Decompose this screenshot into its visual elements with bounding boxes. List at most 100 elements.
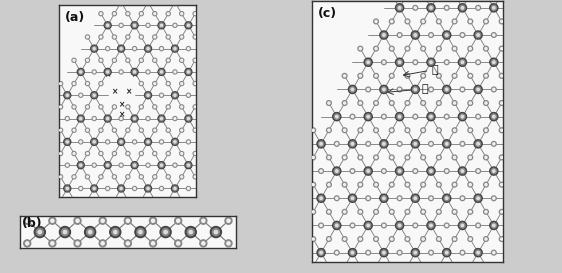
Circle shape	[397, 114, 402, 119]
Circle shape	[398, 252, 401, 254]
Circle shape	[328, 211, 330, 213]
Circle shape	[73, 153, 75, 155]
Circle shape	[414, 224, 416, 227]
Circle shape	[505, 140, 514, 148]
Circle shape	[181, 36, 183, 38]
Circle shape	[180, 175, 184, 179]
Circle shape	[375, 156, 377, 159]
Circle shape	[160, 164, 162, 166]
Circle shape	[166, 105, 170, 109]
Circle shape	[493, 224, 495, 227]
Circle shape	[77, 69, 84, 75]
Circle shape	[119, 23, 123, 27]
Circle shape	[421, 264, 425, 269]
Circle shape	[180, 105, 184, 109]
Circle shape	[365, 114, 371, 119]
Circle shape	[485, 20, 487, 22]
Circle shape	[428, 60, 434, 65]
Circle shape	[174, 188, 176, 189]
Circle shape	[509, 170, 511, 172]
Circle shape	[187, 0, 191, 4]
Circle shape	[365, 60, 371, 65]
Circle shape	[375, 265, 377, 267]
Circle shape	[166, 128, 170, 132]
Circle shape	[154, 106, 156, 108]
Circle shape	[374, 128, 378, 133]
Circle shape	[147, 188, 149, 189]
Circle shape	[173, 70, 177, 74]
Circle shape	[201, 118, 203, 120]
Circle shape	[52, 163, 56, 167]
Circle shape	[484, 101, 488, 105]
Circle shape	[100, 106, 102, 108]
Circle shape	[375, 48, 377, 50]
Circle shape	[413, 87, 418, 92]
Circle shape	[60, 176, 61, 178]
Circle shape	[397, 87, 402, 92]
Circle shape	[501, 75, 503, 77]
Circle shape	[87, 176, 88, 178]
Circle shape	[60, 153, 61, 155]
Circle shape	[437, 155, 441, 160]
Circle shape	[301, 221, 310, 230]
Circle shape	[140, 59, 142, 61]
Circle shape	[413, 5, 418, 10]
Circle shape	[430, 224, 432, 227]
Circle shape	[492, 33, 496, 37]
Circle shape	[382, 114, 386, 119]
Circle shape	[120, 141, 122, 143]
Circle shape	[367, 61, 369, 63]
Circle shape	[303, 223, 308, 228]
Circle shape	[66, 118, 68, 120]
Circle shape	[380, 249, 388, 257]
Circle shape	[112, 105, 116, 109]
Circle shape	[80, 94, 81, 96]
Circle shape	[493, 61, 495, 63]
Circle shape	[311, 209, 316, 214]
Circle shape	[342, 182, 347, 187]
Circle shape	[366, 250, 370, 255]
Circle shape	[160, 47, 164, 51]
Circle shape	[160, 0, 164, 4]
Circle shape	[100, 176, 102, 178]
Circle shape	[88, 230, 92, 234]
Circle shape	[499, 73, 504, 78]
Circle shape	[348, 194, 356, 202]
Circle shape	[398, 143, 401, 145]
Circle shape	[180, 128, 184, 132]
Circle shape	[406, 156, 409, 159]
Circle shape	[382, 60, 386, 65]
Circle shape	[428, 168, 434, 174]
Circle shape	[391, 75, 393, 77]
Circle shape	[413, 114, 418, 119]
Circle shape	[505, 31, 514, 39]
Circle shape	[65, 186, 70, 191]
Circle shape	[119, 117, 123, 121]
Circle shape	[461, 61, 464, 63]
Circle shape	[459, 221, 466, 230]
Circle shape	[181, 13, 183, 14]
Circle shape	[36, 229, 43, 236]
Circle shape	[200, 163, 204, 167]
Circle shape	[87, 199, 88, 201]
Circle shape	[509, 115, 511, 118]
Circle shape	[452, 237, 457, 241]
Circle shape	[411, 249, 419, 257]
Circle shape	[475, 195, 481, 201]
Circle shape	[72, 58, 76, 62]
Circle shape	[187, 140, 191, 144]
Circle shape	[508, 197, 511, 200]
Circle shape	[173, 23, 177, 27]
Circle shape	[174, 118, 176, 120]
Circle shape	[476, 5, 481, 10]
Circle shape	[52, 116, 56, 121]
Circle shape	[454, 129, 456, 131]
Circle shape	[421, 237, 425, 241]
Circle shape	[476, 223, 481, 228]
Circle shape	[383, 170, 385, 172]
Circle shape	[383, 143, 385, 145]
Circle shape	[342, 264, 347, 269]
Circle shape	[459, 112, 466, 121]
Circle shape	[193, 58, 197, 62]
Circle shape	[153, 12, 157, 16]
